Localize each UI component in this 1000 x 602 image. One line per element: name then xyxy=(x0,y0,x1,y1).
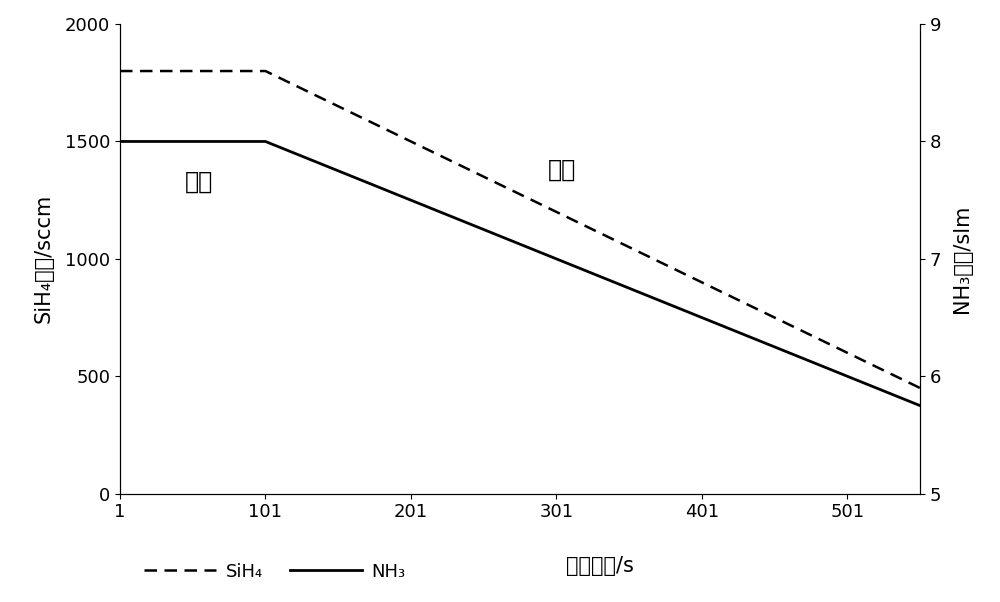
Text: 沉积时间/s: 沉积时间/s xyxy=(566,556,634,576)
Y-axis label: SiH₄流量/sccm: SiH₄流量/sccm xyxy=(34,194,54,323)
NH₃ xyxy=(259,138,271,145)
Line: NH₃: NH₃ xyxy=(120,141,920,406)
Y-axis label: NH₃流量/slm: NH₃流量/slm xyxy=(952,205,972,313)
Legend: SiH₄, NH₃: SiH₄, NH₃ xyxy=(137,556,412,588)
NH₃ xyxy=(914,402,926,409)
Text: 内层: 内层 xyxy=(184,169,213,193)
SiH₄ xyxy=(114,67,126,75)
Line: SiH₄: SiH₄ xyxy=(120,71,920,388)
SiH₄ xyxy=(259,67,271,75)
NH₃ xyxy=(114,138,126,145)
Text: 外层: 外层 xyxy=(548,158,576,182)
SiH₄ xyxy=(914,385,926,392)
